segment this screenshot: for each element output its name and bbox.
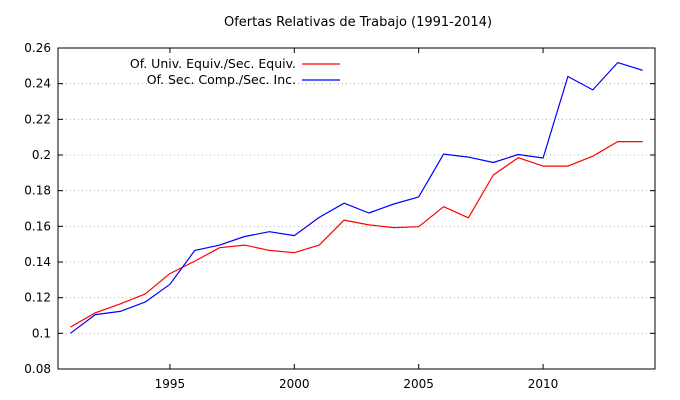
y-tick-label: 0.16	[24, 219, 51, 233]
y-tick-label: 0.18	[24, 184, 51, 198]
axis-ticks: 0.08 0.1 0.12 0.14 0.16 0.18 0.2 0.22 0.24 0.26 19…	[24, 41, 655, 391]
legend-label-2: Of. Sec. Comp./Sec. Inc.	[147, 72, 296, 87]
y-tick-label: 0.1	[32, 326, 51, 340]
y-tick-label: 0.24	[24, 77, 51, 91]
series-line-1	[70, 141, 643, 328]
x-tick-label: 2010	[528, 377, 559, 391]
legend: Of. Univ. Equiv./Sec. Equiv.Of. Sec. Com…	[130, 56, 340, 87]
y-tick-label: 0.2	[32, 148, 51, 162]
plot-frame	[57, 47, 656, 370]
chart-title: Ofertas Relativas de Trabajo (1991-2014)	[224, 15, 492, 30]
y-tick-label: 0.22	[24, 112, 51, 126]
x-tick-label: 1995	[155, 377, 186, 391]
series-line-2	[70, 61, 643, 334]
legend-label-1: Of. Univ. Equiv./Sec. Equiv.	[130, 56, 296, 71]
series-lines	[70, 61, 643, 334]
y-tick-label: 0.12	[24, 291, 51, 305]
x-tick-label: 2005	[403, 377, 434, 391]
x-tick-label: 2000	[279, 377, 310, 391]
y-tick-label: 0.08	[24, 362, 51, 376]
y-tick-label: 0.26	[24, 41, 51, 55]
y-tick-label: 0.14	[24, 255, 51, 269]
